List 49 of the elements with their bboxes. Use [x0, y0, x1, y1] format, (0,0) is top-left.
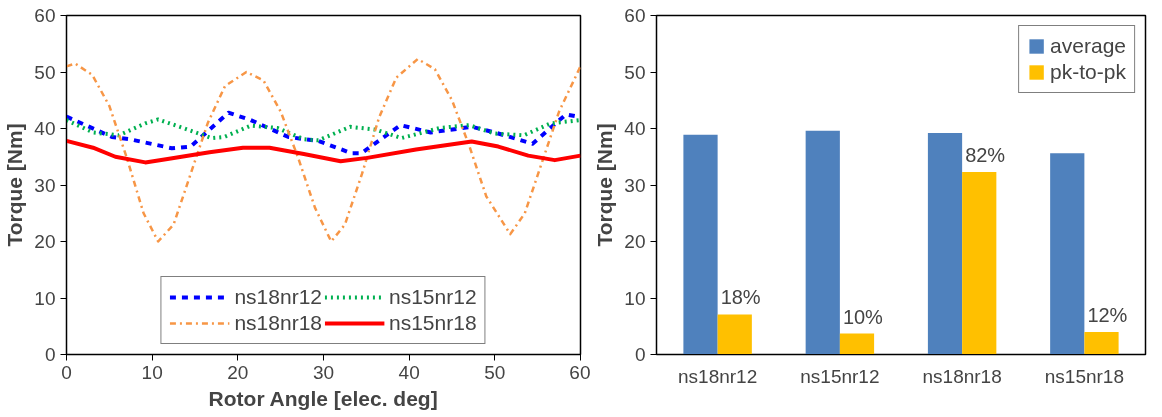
y-tick-label: 60 [624, 5, 646, 26]
line-series [66, 57, 581, 243]
bar [717, 314, 752, 355]
x-tick-label: 60 [569, 361, 591, 383]
legend-label: ns15nr18 [389, 311, 477, 335]
bar [927, 133, 963, 355]
legend-label: ns15nr12 [389, 285, 477, 309]
x-tick-label: 30 [312, 361, 335, 383]
annotation: 12% [1087, 303, 1128, 326]
legend-label: ns18nr12 [234, 285, 322, 309]
y-tick-label: 10 [34, 287, 56, 309]
y-tick-label: 40 [624, 118, 646, 139]
annotation: 10% [842, 305, 884, 328]
x-tick-label: 0 [61, 361, 72, 383]
x-tick-label: ns15nr12 [800, 365, 880, 387]
x-tick-label: ns18nr18 [922, 365, 1002, 387]
legend-label: average [1050, 34, 1126, 58]
y-tick-label: 30 [624, 174, 646, 196]
y-axis-title: Torque [Nm] [593, 123, 617, 247]
legend-label: pk-to-pk [1050, 60, 1126, 84]
line-series [66, 117, 581, 143]
bar [1050, 153, 1085, 355]
x-tick-label: 40 [398, 361, 420, 383]
x-tick-label: 50 [484, 361, 506, 383]
y-tick-label: 20 [34, 231, 56, 252]
y-tick-label: 10 [624, 287, 646, 309]
annotation: 82% [965, 144, 1006, 167]
y-tick-label: 60 [34, 5, 56, 26]
line-series [66, 138, 581, 165]
bar [839, 333, 875, 355]
annotation: 18% [720, 286, 761, 309]
y-tick-label: 0 [44, 344, 56, 365]
legend-label: ns18nr18 [234, 311, 322, 335]
y-tick-label: 0 [634, 344, 646, 365]
y-tick-label: 50 [34, 61, 56, 83]
y-tick-label: 50 [624, 61, 646, 83]
x-tick-label: 10 [141, 361, 163, 383]
x-tick-label: ns18nr12 [678, 365, 758, 387]
x-axis-title: Rotor Angle [elec. deg] [208, 386, 438, 410]
x-tick-label: 20 [227, 361, 249, 383]
bar [962, 172, 997, 355]
y-tick-label: 40 [34, 118, 56, 139]
y-axis-title: Torque [Nm] [3, 123, 27, 247]
y-tick-label: 30 [34, 174, 56, 196]
bar [805, 130, 840, 355]
bar [683, 134, 718, 355]
y-tick-label: 20 [624, 231, 646, 252]
bar [1084, 331, 1119, 355]
x-tick-label: ns15nr18 [1044, 365, 1124, 387]
